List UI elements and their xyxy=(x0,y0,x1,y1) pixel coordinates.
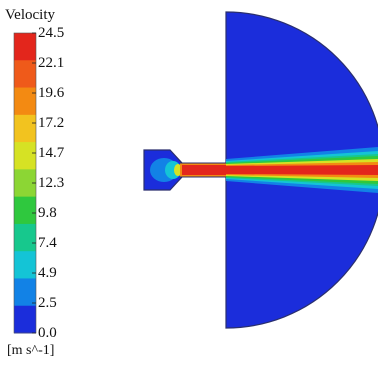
legend-band xyxy=(14,251,36,279)
jet-plume-core xyxy=(226,165,378,175)
legend-tick-label: 12.3 xyxy=(38,175,65,191)
legend-tick-label: 4.9 xyxy=(38,265,57,281)
legend-tick-label: 2.5 xyxy=(38,295,57,311)
legend-title: Velocity xyxy=(5,7,55,23)
legend-band xyxy=(14,196,36,225)
legend-tick-label: 14.7 xyxy=(38,145,65,161)
legend-tick-label: 19.6 xyxy=(38,85,65,101)
legend-color-bar xyxy=(13,32,37,334)
legend-tick-label: 7.4 xyxy=(38,235,57,251)
legend-band xyxy=(14,169,36,198)
legend-tick-label: 9.8 xyxy=(38,205,57,221)
legend-band xyxy=(14,33,36,61)
legend-tick-label: 0.0 xyxy=(38,325,57,341)
legend-tick-label: 22.1 xyxy=(38,55,65,71)
legend-band xyxy=(14,305,36,334)
nozzle-velocity-core xyxy=(182,165,226,175)
legend-units: [m s^-1] xyxy=(7,343,55,358)
legend-tick-label: 17.2 xyxy=(38,115,65,131)
legend-band xyxy=(14,87,36,116)
legend-band xyxy=(14,142,36,170)
legend-band xyxy=(14,278,36,307)
legend-tick-label: 24.5 xyxy=(38,25,65,41)
legend-band xyxy=(14,60,36,89)
legend-band xyxy=(14,223,36,252)
legend-band xyxy=(14,114,36,143)
